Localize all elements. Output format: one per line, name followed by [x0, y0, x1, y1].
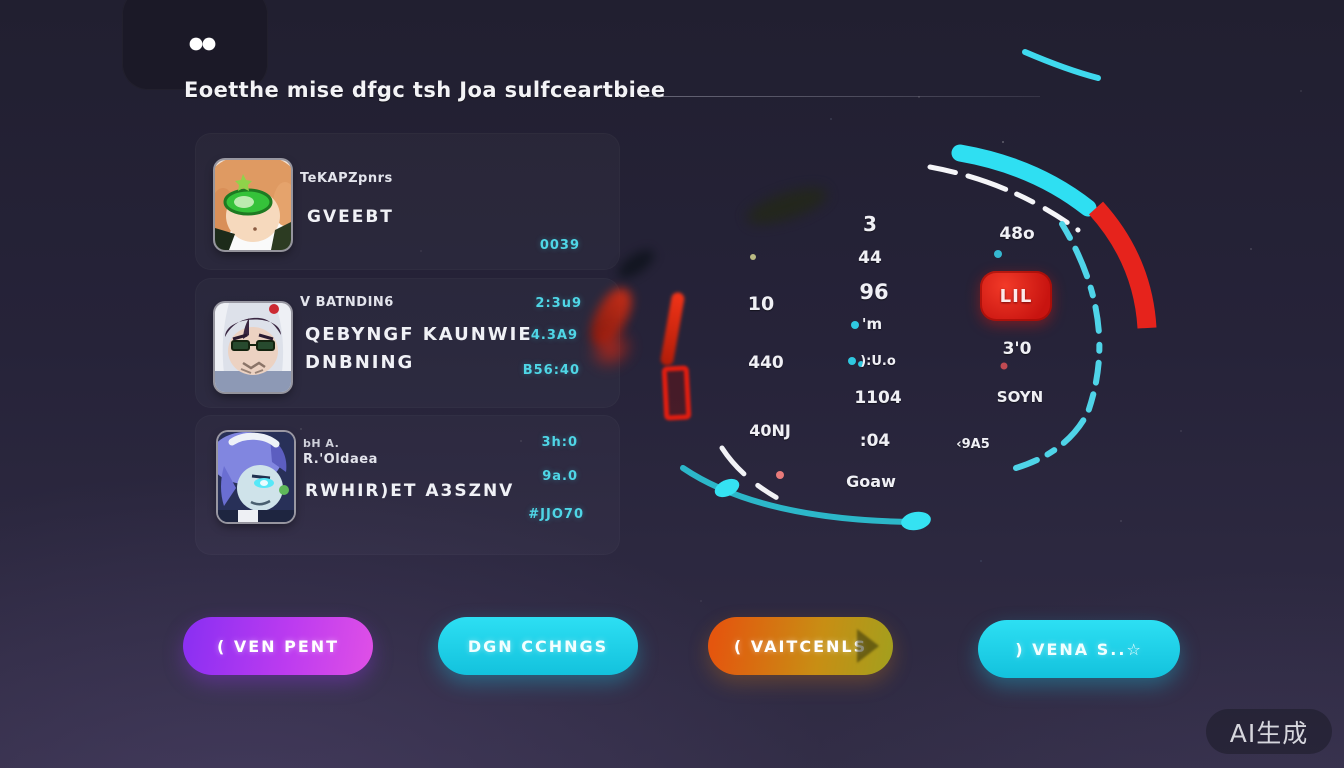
player2-value-2: 4.3A9: [530, 328, 578, 343]
readout-left-2: 440: [748, 353, 784, 373]
swoosh-blob-left: [714, 478, 740, 498]
readout-left-1: 10: [747, 293, 775, 315]
page-title: Eoetthe mise dfgc tsh Joa sulfceartbiee: [184, 78, 666, 102]
dark-streak-mid: [613, 244, 659, 284]
arc-thin-cyan-top: [1022, 49, 1101, 81]
player2-value-1: 2:3u9: [535, 296, 582, 311]
player3-caption: bH A.: [303, 437, 340, 450]
arc-red: [1088, 201, 1157, 329]
player3-name: RWHIR)ET A3SZNV: [305, 481, 515, 501]
player-card-1[interactable]: TeKAPZpnrs GVEEBT 0039: [195, 133, 620, 270]
readout-mid-8: Goaw: [846, 472, 896, 491]
readout-right-4: ‹9A5: [956, 437, 990, 452]
readout-right-1: 48o: [999, 224, 1035, 244]
player3-avatar: [218, 432, 294, 522]
player-card-2[interactable]: V BATNDIN6 QEBYNGF KAUNWIE DNBNING 2:3u9…: [195, 278, 620, 408]
arc-white-dashed-bottom: [719, 445, 809, 515]
action-button-3[interactable]: ( VAITCENLS: [708, 617, 893, 675]
ai-generated-watermark: AI生成: [1206, 709, 1332, 754]
arc-white-dashed-top: [927, 164, 1081, 233]
infinity-dots-icon: [189, 37, 216, 51]
player2-name-line2: DNBNING: [305, 352, 415, 373]
cyan-dot-2: [851, 321, 859, 329]
player3-value-3: #JJO70: [528, 507, 584, 522]
player2-avatar: [215, 303, 291, 392]
player2-caption: V BATNDIN6: [300, 295, 394, 310]
player3-caption-line2: R.'Oldaea: [303, 452, 378, 467]
red-alert-badge[interactable]: LIL: [980, 271, 1052, 321]
yellow-dot: [750, 254, 756, 260]
logo-panel[interactable]: [122, 0, 268, 90]
swoosh-blob-right: [901, 511, 931, 531]
player1-avatar: [215, 160, 291, 250]
readout-mid-1: 3: [863, 212, 877, 236]
action-button-1[interactable]: ( VEN PENT: [183, 617, 373, 675]
readout-mid-4: 'm: [861, 315, 883, 333]
cyan-dot-3: [848, 357, 856, 365]
readout-mid-7: :04: [859, 431, 891, 451]
readout-right-2: 3'0: [1002, 339, 1032, 359]
readout-right-3: SOYN: [996, 388, 1044, 406]
player-card-3[interactable]: bH A. R.'Oldaea RWHIR)ET A3SZNV 3h:0 9a.…: [195, 415, 620, 555]
action-button-2[interactable]: DGN CCHNGS: [438, 617, 638, 675]
player2-name: QEBYNGF KAUNWIE: [305, 324, 533, 345]
red-dot-1: [1000, 362, 1008, 370]
player1-value: 0039: [539, 238, 580, 253]
readout-mid-6: 1104: [854, 388, 902, 408]
red-streak-right: [659, 291, 686, 367]
background-stars: [0, 0, 2, 2]
title-divider: [642, 96, 1040, 97]
readout-mid-2: 44: [858, 248, 882, 268]
readout-mid-5: ):U.o: [860, 354, 896, 369]
cyan-dot-1: [994, 250, 1002, 258]
readout-left-3: 40NJ: [749, 421, 791, 440]
dark-streak-top: [743, 180, 831, 232]
readout-mid-3: 96: [859, 280, 889, 304]
player2-value-3: B56:40: [522, 363, 580, 378]
red-frame-shape: [661, 365, 692, 421]
player1-name: GVEEBT: [307, 207, 394, 227]
player3-value-1: 3h:0: [541, 435, 578, 450]
arc-thick-cyan: [951, 144, 1097, 217]
player1-caption: TeKAPZpnrs: [300, 171, 393, 186]
hud-rings: [680, 49, 1157, 531]
red-dot-2: [776, 471, 784, 479]
action-button-4[interactable]: ) VENA S..☆: [978, 620, 1180, 678]
player3-value-2: 9a.0: [542, 469, 578, 484]
